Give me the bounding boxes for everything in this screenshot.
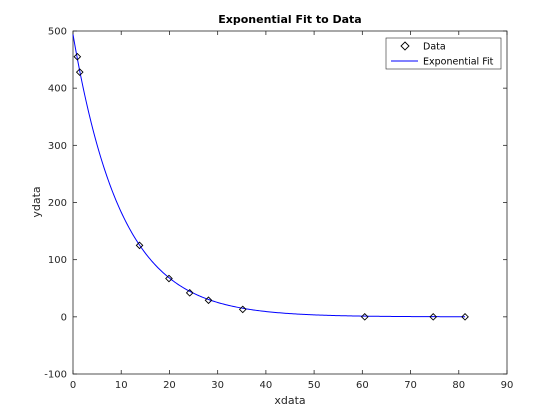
plot-area (72, 30, 508, 375)
legend-box (385, 37, 502, 70)
x-tick-label: 60 (356, 380, 369, 391)
x-tick-label: 0 (70, 380, 76, 391)
x-axis-ticks: 0 10 20 30 40 50 60 70 80 90 (70, 31, 514, 391)
data-point (360, 312, 369, 321)
x-axis-label: xdata (274, 394, 305, 407)
data-point (135, 241, 144, 250)
chart-title: Exponential Fit to Data (218, 13, 361, 26)
x-tick-label: 70 (404, 380, 417, 391)
data-point (165, 274, 173, 283)
y-tick-label: 500 (48, 27, 67, 38)
y-tick-label: -100 (44, 370, 67, 381)
data-point (461, 312, 469, 321)
x-tick-label: 80 (452, 380, 465, 391)
data-point (238, 305, 247, 314)
legend-marker-data (400, 41, 410, 51)
data-point (75, 68, 84, 76)
legend-label-fit: Exponential Fit (423, 57, 494, 68)
x-tick-label: 20 (163, 380, 176, 391)
legend-label-data: Data (423, 42, 446, 53)
series-layer (72, 34, 469, 321)
x-tick-label: 40 (260, 380, 273, 391)
data-point (73, 52, 82, 61)
y-tick-label: 0 (61, 312, 67, 323)
data-point (429, 312, 438, 321)
x-tick-label: 50 (308, 380, 321, 391)
x-tick-label: 10 (115, 380, 128, 391)
y-tick-label: 400 (48, 84, 67, 95)
y-axis-label: ydata (30, 186, 43, 217)
data-point (185, 288, 194, 297)
y-tick-label: 300 (48, 141, 67, 152)
y-tick-label: 100 (48, 255, 67, 266)
x-tick-label: 30 (211, 380, 224, 391)
data-point (204, 296, 213, 305)
y-tick-label: 200 (48, 198, 67, 209)
y-axis-ticks: -100 0 100 200 300 400 500 (44, 27, 507, 381)
x-tick-label: 90 (501, 380, 514, 391)
legend: Data Exponential Fit (385, 37, 502, 70)
